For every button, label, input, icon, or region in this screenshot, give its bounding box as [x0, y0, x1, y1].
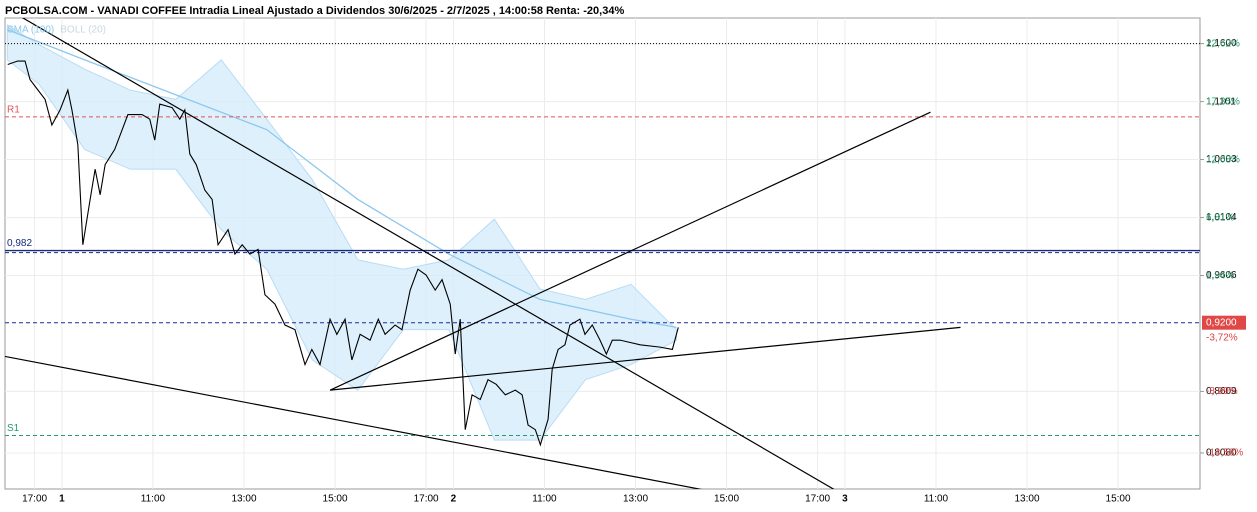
x-tick-label: 11:00 — [924, 494, 949, 505]
x-tick-label: 1 — [59, 494, 65, 505]
level-label: 0,982 — [7, 238, 32, 249]
x-tick-label: 15:00 — [1106, 494, 1131, 505]
legend-entry: BOLL (20) — [60, 25, 106, 36]
trendline — [329, 111, 931, 391]
plot-area — [4, 17, 1201, 490]
y-tick-label: 0,8080 — [1206, 448, 1237, 459]
y-tick-label: 1,1600 — [1206, 38, 1237, 49]
y2-tick-label: 22,62% — [1206, 39, 1240, 50]
last-price-box — [1202, 315, 1246, 330]
chart-title: PCBOLSA.COM - VANADI COFFEE Intradia Lin… — [5, 5, 624, 17]
plot — [5, 18, 1200, 489]
y-tick-label: 0,8609 — [1206, 386, 1237, 397]
x-tick-label: 3 — [842, 494, 848, 505]
y2-tick-label: 1,54% — [1206, 270, 1234, 281]
x-tick-label: 11:00 — [141, 494, 166, 505]
x-tick-label: 13:00 — [231, 494, 256, 505]
x-tick-label: 2 — [451, 494, 457, 505]
bollinger-band — [6, 24, 677, 441]
y-tick-label: 1,1101 — [1206, 96, 1236, 107]
x-tick-label: 17:00 — [22, 494, 47, 505]
trendline — [329, 326, 961, 391]
y2-tick-label: 12,08% — [1206, 155, 1240, 166]
last-change-label: -3,72% — [1206, 332, 1238, 343]
last-price-label: 0,9200 — [1206, 317, 1237, 328]
x-tick-label: 15:00 — [714, 494, 739, 505]
level-label: S1 — [7, 423, 20, 434]
trendline — [5, 355, 703, 489]
y2-tick-label: -8,99% — [1206, 386, 1238, 397]
y-tick-label: 1,0603 — [1206, 154, 1237, 165]
x-tick-label: 13:00 — [1014, 494, 1039, 505]
trendline — [21, 18, 835, 489]
y2-tick-label: -14,58% — [1206, 448, 1243, 459]
price-line — [7, 60, 679, 447]
y2-tick-label: 17,35% — [1206, 97, 1240, 108]
x-tick-label: 15:00 — [323, 494, 348, 505]
level-label: R1 — [7, 104, 20, 115]
x-tick-label: 17:00 — [414, 494, 439, 505]
y-tick-label: 1,0104 — [1206, 212, 1237, 223]
legend-entry: SMA (100) — [7, 25, 54, 36]
x-tick-label: 13:00 — [623, 494, 648, 505]
x-tick-label: 17:00 — [805, 494, 830, 505]
y2-tick-label: 6,81% — [1206, 212, 1234, 223]
x-tick-label: 11:00 — [532, 494, 557, 505]
y-tick-label: 0,9606 — [1206, 270, 1237, 281]
